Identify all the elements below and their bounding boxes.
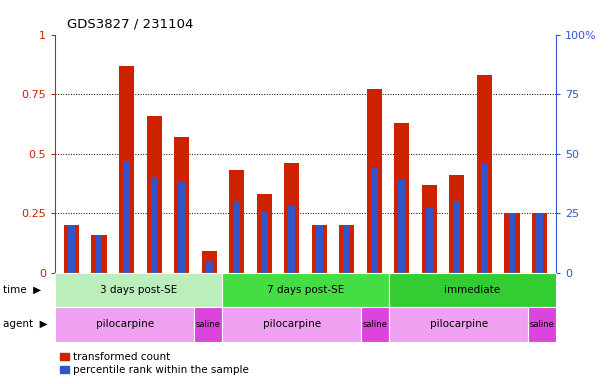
Text: 3 days post-SE: 3 days post-SE (100, 285, 177, 295)
Bar (178, 182, 185, 273)
Bar (343, 225, 350, 273)
Bar (361, 307, 389, 342)
Bar (508, 213, 516, 273)
Bar (68, 225, 75, 273)
Bar (528, 307, 556, 342)
Text: agent  ▶: agent ▶ (3, 319, 48, 329)
Bar (95, 235, 103, 273)
Bar (194, 307, 222, 342)
Text: pilocarpine: pilocarpine (430, 319, 488, 329)
Bar (422, 185, 437, 273)
Bar (339, 225, 354, 273)
Bar (284, 163, 299, 273)
Text: pilocarpine: pilocarpine (95, 319, 153, 329)
Bar (222, 273, 389, 307)
Legend: transformed count, percentile rank within the sample: transformed count, percentile rank withi… (60, 352, 249, 375)
Text: pilocarpine: pilocarpine (263, 319, 321, 329)
Bar (92, 235, 106, 273)
Bar (288, 206, 295, 273)
Bar (222, 307, 361, 342)
Bar (123, 161, 130, 273)
Bar (316, 225, 323, 273)
Bar (505, 213, 519, 273)
Bar (119, 66, 134, 273)
Bar (532, 213, 547, 273)
Bar (257, 194, 272, 273)
Bar (536, 213, 543, 273)
Bar (151, 177, 158, 273)
Bar (453, 201, 460, 273)
Text: saline: saline (530, 320, 555, 329)
Bar (55, 307, 194, 342)
Bar (174, 137, 189, 273)
Text: GDS3827 / 231104: GDS3827 / 231104 (67, 18, 194, 31)
Bar (229, 170, 244, 273)
Text: saline: saline (363, 320, 387, 329)
Bar (398, 180, 405, 273)
Bar (449, 175, 464, 273)
Bar (312, 225, 327, 273)
Text: time  ▶: time ▶ (3, 285, 41, 295)
Bar (371, 168, 378, 273)
Bar (367, 89, 382, 273)
Bar (206, 261, 213, 273)
Text: saline: saline (196, 320, 221, 329)
Bar (477, 75, 492, 273)
Bar (147, 116, 162, 273)
Bar (233, 201, 240, 273)
Text: immediate: immediate (444, 285, 500, 295)
Bar (389, 307, 528, 342)
Bar (394, 122, 409, 273)
Bar (55, 273, 222, 307)
Bar (481, 163, 488, 273)
Bar (261, 211, 268, 273)
Bar (64, 225, 79, 273)
Text: 7 days post-SE: 7 days post-SE (267, 285, 344, 295)
Bar (389, 273, 556, 307)
Bar (202, 251, 217, 273)
Bar (426, 209, 433, 273)
